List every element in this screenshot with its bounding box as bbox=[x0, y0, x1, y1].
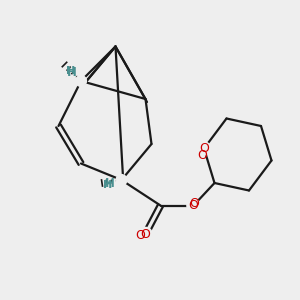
Text: O: O bbox=[141, 227, 150, 241]
Text: O: O bbox=[135, 229, 145, 242]
Circle shape bbox=[187, 199, 200, 212]
Text: H: H bbox=[67, 66, 77, 79]
Text: O: O bbox=[199, 142, 209, 155]
Text: H: H bbox=[103, 179, 112, 190]
Circle shape bbox=[197, 142, 211, 155]
Text: O: O bbox=[189, 199, 198, 212]
Text: O: O bbox=[189, 196, 199, 210]
Text: O: O bbox=[198, 148, 207, 162]
Circle shape bbox=[116, 175, 127, 185]
Circle shape bbox=[139, 227, 152, 241]
Text: H: H bbox=[66, 65, 75, 76]
Circle shape bbox=[76, 76, 86, 86]
Text: H: H bbox=[105, 177, 115, 190]
